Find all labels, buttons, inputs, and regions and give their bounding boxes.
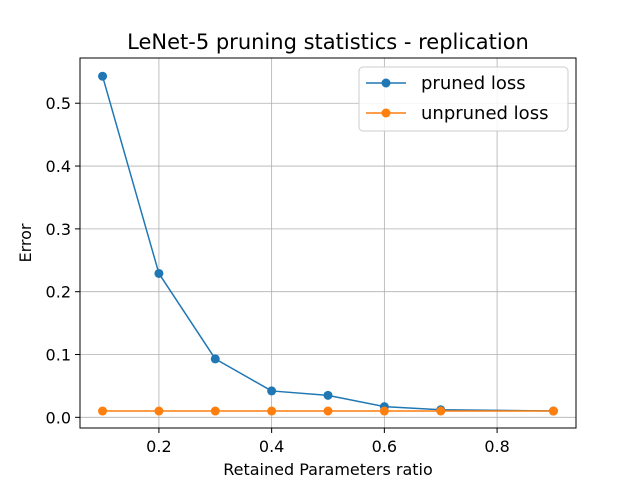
data-point-pruned-loss — [323, 390, 333, 400]
data-point-pruned-loss — [210, 354, 220, 364]
legend-label-unpruned-loss: unpruned loss — [421, 103, 548, 124]
chart-title: LeNet-5 pruning statistics - replication — [127, 30, 529, 54]
x-axis-label: Retained Parameters ratio — [223, 460, 433, 479]
legend-marker-unpruned-loss — [381, 108, 391, 118]
data-point-unpruned-loss — [267, 406, 277, 416]
data-point-pruned-loss — [267, 386, 277, 396]
data-point-unpruned-loss — [154, 406, 164, 416]
x-tick-label: 0.2 — [146, 437, 171, 456]
x-tick-label: 0.4 — [259, 437, 284, 456]
ticks: 0.2 0.4 0.6 0.8 0.0 0.1 0.2 0.3 0.4 0.5 — [46, 94, 510, 456]
legend-box — [358, 66, 569, 132]
legend: pruned loss unpruned loss — [358, 66, 569, 132]
legend-label-pruned-loss: pruned loss — [421, 73, 526, 94]
y-tick-label: 0.1 — [46, 346, 71, 365]
legend-marker-pruned-loss — [381, 78, 391, 88]
series-line-pruned-loss — [101, 76, 554, 412]
data-point-unpruned-loss — [436, 406, 446, 416]
plot-frame — [79, 57, 577, 429]
x-tick-label: 0.8 — [484, 437, 509, 456]
data-point-unpruned-loss — [323, 406, 333, 416]
y-tick-label: 0.3 — [46, 220, 71, 239]
data-point-pruned-loss — [154, 268, 164, 278]
data-point-unpruned-loss — [548, 406, 558, 416]
series-layer — [98, 71, 558, 416]
y-tick-label: 0.0 — [46, 408, 71, 427]
data-point-unpruned-loss — [210, 406, 220, 416]
y-tick-label: 0.2 — [46, 283, 71, 302]
y-tick-label: 0.5 — [46, 94, 71, 113]
series-unpruned-loss — [98, 406, 558, 416]
x-tick-label: 0.6 — [372, 437, 397, 456]
data-point-unpruned-loss — [379, 406, 389, 416]
data-point-pruned-loss — [98, 71, 108, 81]
data-point-unpruned-loss — [98, 406, 108, 416]
y-axis-label: Error — [16, 223, 35, 262]
y-tick-label: 0.4 — [46, 157, 71, 176]
